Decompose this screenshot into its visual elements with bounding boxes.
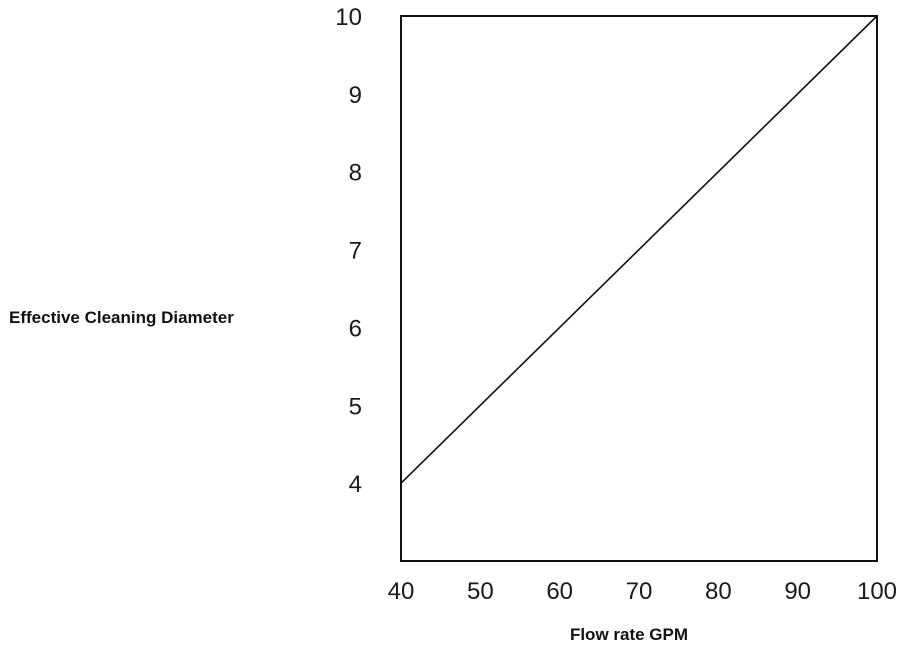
y-tick-label: 6 xyxy=(349,315,362,342)
y-tick-label: 8 xyxy=(349,160,362,187)
x-tick-label: 40 xyxy=(388,578,415,605)
y-tick-label: 4 xyxy=(349,471,362,498)
x-tick-label: 50 xyxy=(467,578,494,605)
x-tick-label: 100 xyxy=(857,578,897,605)
x-axis-title: Flow rate GPM xyxy=(570,625,688,644)
x-tick-label: 70 xyxy=(626,578,653,605)
y-tick-label: 7 xyxy=(349,238,362,265)
y-tick-label: 10 xyxy=(335,4,362,31)
x-tick-label: 60 xyxy=(546,578,573,605)
series-line xyxy=(400,15,878,484)
y-tick-label: 9 xyxy=(349,82,362,109)
y-axis-title: Effective Cleaning Diameter xyxy=(9,308,234,327)
plot-frame xyxy=(400,15,878,562)
x-tick-label: 90 xyxy=(784,578,811,605)
x-tick-label: 80 xyxy=(705,578,732,605)
y-tick-label: 5 xyxy=(349,393,362,420)
